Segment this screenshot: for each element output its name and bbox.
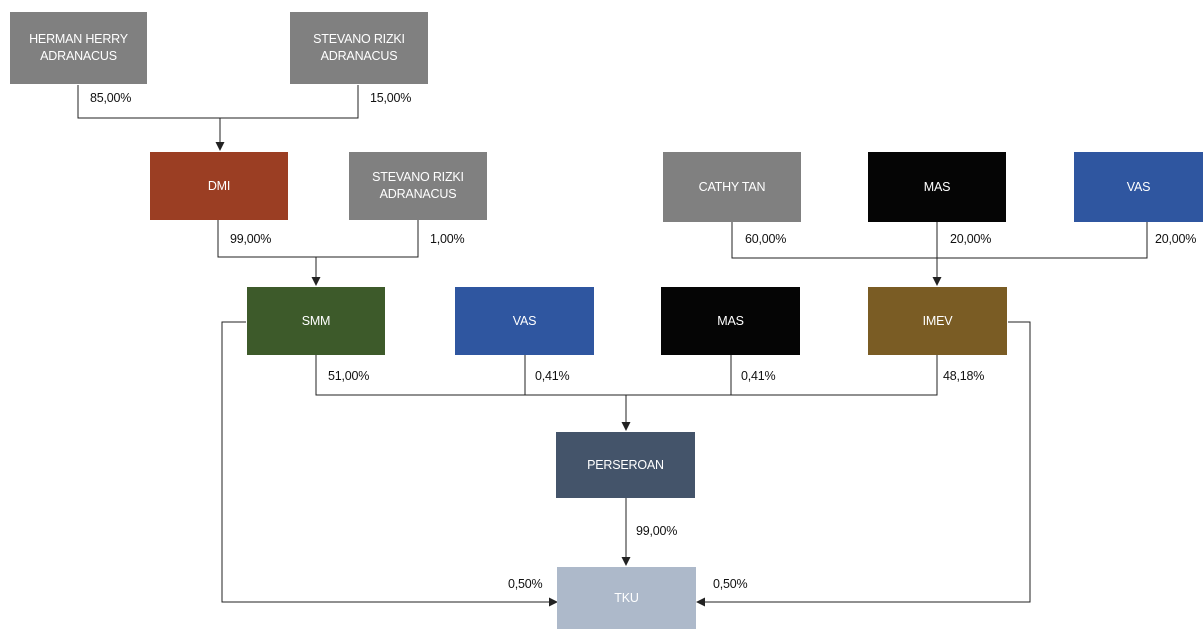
pct-stevano-smm: 1,00% [430,232,465,246]
arrow-imev-tku [696,321,1031,607]
pct-smm-tku: 0,50% [508,577,543,591]
shareholder-stevano-mid-box: STEVANO RIZKI ADRANACUS [349,152,487,220]
shareholder-herman-box: HERMAN HERRY ADRANACUS [10,12,147,84]
company-mas-top-box: MAS [868,152,1006,222]
company-perseroan-box: PERSEROAN [556,432,695,498]
pct-imev-tku: 0,50% [713,577,748,591]
pct-vas-perseroan: 0,41% [535,369,570,383]
pct-dmi-smm: 99,00% [230,232,272,246]
line-cathy-imev [731,222,1148,259]
pct-perseroan-tku: 99,00% [636,524,678,538]
pct-mas-perseroan: 0,41% [741,369,776,383]
line-dmi-smm [217,220,419,258]
company-tku-box: TKU [557,567,696,629]
pct-smm-perseroan: 51,00% [328,369,370,383]
company-dmi-box: DMI [150,152,288,220]
company-vas-mid-box: VAS [455,287,594,355]
pct-cathy-imev: 60,00% [745,232,787,246]
shareholder-stevano-top-box: STEVANO RIZKI ADRANACUS [290,12,428,84]
line-to-perseroan [315,355,938,396]
company-smm-box: SMM [247,287,385,355]
line-herman-dmi [77,85,359,119]
pct-vas-imev: 20,00% [1155,232,1197,246]
company-imev-box: IMEV [868,287,1007,355]
company-mas-mid-box: MAS [661,287,800,355]
pct-stevano-dmi: 15,00% [370,91,412,105]
pct-imev-perseroan: 48,18% [943,369,985,383]
shareholder-cathy-box: CATHY TAN [663,152,801,222]
pct-herman-dmi: 85,00% [90,91,132,105]
arrow-smm-tku [221,321,558,607]
pct-mas-imev: 20,00% [950,232,992,246]
company-vas-top-box: VAS [1074,152,1203,222]
